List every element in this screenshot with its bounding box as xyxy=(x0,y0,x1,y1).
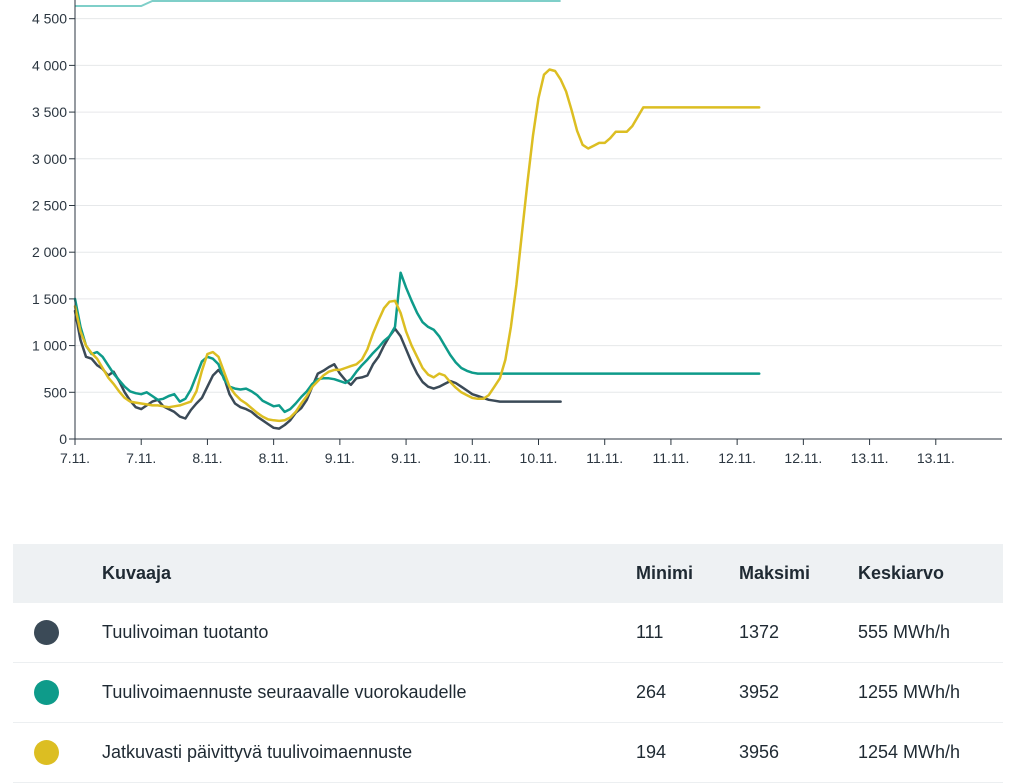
x-tick-label: 13.11. xyxy=(851,450,889,466)
series-min: 111 xyxy=(636,603,739,663)
x-tick-label: 12.11. xyxy=(784,450,822,466)
x-tick-label: 7.11. xyxy=(60,450,90,466)
header-minimi: Minimi xyxy=(636,544,739,603)
day-ahead-forecast-line xyxy=(73,271,761,414)
grid-lines xyxy=(75,18,1002,393)
series-name: Tuulivoiman tuotanto xyxy=(102,603,636,663)
x-tick-label: 8.11. xyxy=(192,450,222,466)
series-color-cell xyxy=(13,722,102,783)
series-lines xyxy=(73,68,761,430)
x-tick-label: 12.11. xyxy=(718,450,756,466)
header-kuvaaja: Kuvaaja xyxy=(102,544,636,603)
wind-power-line-chart: 0 500 1 000 1 500 2 000 2 500 3 000 3 500 4 000 4… xyxy=(32,0,1002,466)
production-line xyxy=(73,309,562,430)
x-tick-label: 11.11. xyxy=(652,450,689,466)
series-statistics-table: Kuvaaja Minimi Maksimi Keskiarvo Tuulivo… xyxy=(13,544,1003,783)
series-color-cell xyxy=(13,662,102,723)
series-color-dot xyxy=(34,680,59,705)
x-tick-label: 13.11. xyxy=(917,450,955,466)
x-tick-label: 9.11. xyxy=(391,450,421,466)
series-color-cell xyxy=(13,603,102,663)
y-tick-label: 2 000 xyxy=(32,244,67,260)
x-tick-label: 11.11. xyxy=(586,450,623,466)
navigator-line[interactable] xyxy=(75,0,561,7)
header-color-column xyxy=(13,544,102,603)
table-row[interactable]: Tuulivoiman tuotanto 111 1372 555 MWh/h xyxy=(13,603,1003,663)
header-keskiarvo: Keskiarvo xyxy=(858,544,1003,603)
y-tick-label: 1 500 xyxy=(32,291,67,307)
series-min: 194 xyxy=(636,722,739,783)
series-max: 1372 xyxy=(739,603,858,663)
y-tick-label: 500 xyxy=(44,384,68,400)
series-min: 264 xyxy=(636,662,739,723)
series-max: 3952 xyxy=(739,662,858,723)
x-tick-label: 10.11. xyxy=(520,450,558,466)
table-row[interactable]: Tuulivoimaennuste seuraavalle vuorokaude… xyxy=(13,662,1003,723)
y-tick-label: 1 000 xyxy=(32,338,67,354)
x-tick-label: 7.11. xyxy=(126,450,156,466)
x-tick-label: 10.11. xyxy=(453,450,491,466)
table-header-row: Kuvaaja Minimi Maksimi Keskiarvo xyxy=(13,544,1003,603)
continuous-forecast-line xyxy=(73,68,761,423)
range-navigator[interactable] xyxy=(75,0,561,7)
y-axis-ticks: 0 500 1 000 1 500 2 000 2 500 3 000 3 500 4 000 4… xyxy=(32,11,75,447)
series-name: Tuulivoimaennuste seuraavalle vuorokaude… xyxy=(102,662,636,723)
series-avg: 1254 MWh/h xyxy=(858,722,1003,783)
x-tick-label: 9.11. xyxy=(325,450,355,466)
series-max: 3956 xyxy=(739,722,858,783)
y-tick-label: 3 000 xyxy=(32,151,67,167)
header-maksimi: Maksimi xyxy=(739,544,858,603)
y-tick-label: 3 500 xyxy=(32,104,67,120)
series-name: Jatkuvasti päivittyvä tuulivoimaennuste xyxy=(102,722,636,783)
series-color-dot xyxy=(34,620,59,645)
y-tick-label: 2 500 xyxy=(32,197,67,213)
y-tick-label: 4 000 xyxy=(32,57,67,73)
y-tick-label: 0 xyxy=(59,431,67,447)
series-avg: 1255 MWh/h xyxy=(858,662,1003,723)
x-axis-ticks: 7.11. 7.11. 8.11. 8.11. 9.11. 9.11. 10.11. 10.1… xyxy=(60,439,955,466)
x-tick-label: 8.11. xyxy=(259,450,289,466)
series-color-dot xyxy=(34,740,59,765)
y-tick-label: 4 500 xyxy=(32,11,67,27)
series-avg: 555 MWh/h xyxy=(858,603,1003,663)
table-row[interactable]: Jatkuvasti päivittyvä tuulivoimaennuste … xyxy=(13,722,1003,783)
